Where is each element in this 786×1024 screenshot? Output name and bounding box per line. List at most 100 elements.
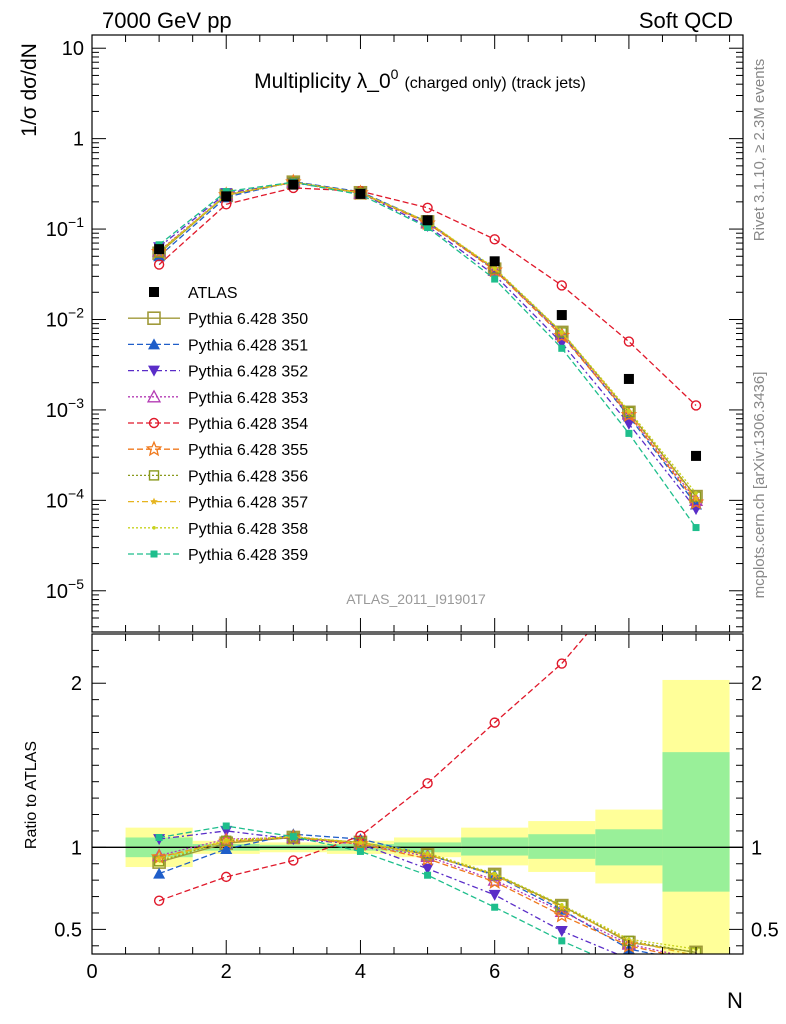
- main-ytick-label-2: 10−4: [46, 485, 84, 512]
- legend-entry-6: Pythia 6.428 355: [128, 440, 308, 459]
- legend-entry-data: ATLAS: [149, 285, 238, 302]
- series-10-point-6: [491, 275, 499, 283]
- ratio-uncertainty-bands: [92, 679, 743, 954]
- main-ytick-exponent: −1: [68, 214, 84, 230]
- ratio-ytick-label-right-2: 1: [751, 837, 762, 859]
- ratio-ytick-label-2: 1: [71, 837, 82, 859]
- ratio-6-point-9: [695, 951, 697, 954]
- legend-label-10: Pythia 6.428 359: [188, 547, 308, 564]
- series-line-5: [158, 187, 697, 406]
- legend-marker-9: [152, 526, 156, 530]
- legend-entry-2: Pythia 6.428 351: [128, 337, 308, 354]
- series-4-point-6: [487, 262, 502, 276]
- ratio-10-point-4: [356, 847, 364, 855]
- data-point-9: [691, 450, 702, 461]
- series-9-point-8: [627, 408, 631, 413]
- legend-marker-8: [150, 497, 158, 505]
- series-3-point-8: [622, 418, 635, 430]
- series-10-point-5: [424, 224, 432, 232]
- ratio-10-point-9: [693, 982, 700, 989]
- xtick-label-1: 0: [86, 961, 97, 983]
- series-5-point-6: [489, 234, 500, 245]
- legend-label-data: ATLAS: [188, 285, 238, 302]
- legend-marker-10: [150, 550, 158, 558]
- ratio-3-point-6: [488, 889, 501, 901]
- ratio-10-point-6: [491, 903, 499, 911]
- legend-entry-3: Pythia 6.428 352: [128, 364, 308, 381]
- main-ytick-base: 10: [46, 490, 68, 512]
- ratio-5-point-1: [153, 895, 165, 906]
- series-9-point-6: [492, 266, 497, 270]
- series-10-point-8: [625, 429, 633, 437]
- band-green-7: [528, 834, 596, 859]
- ratio-2-point-9: [690, 956, 702, 967]
- data-point-4: [355, 188, 366, 199]
- main-ytick-label-3: 10−3: [46, 395, 84, 422]
- legend: ATLAS Pythia 6.428 350 Pythia 6.428 351 Pyt…: [128, 285, 308, 564]
- header-right: Soft QCD: [639, 8, 733, 33]
- ratio-line-5: [158, 634, 588, 902]
- main-ytick-exponent: −3: [68, 395, 84, 411]
- ratio-1-point-9: [689, 945, 703, 954]
- legend-entry-8: Pythia 6.428 357: [128, 495, 308, 512]
- main-ytick-base: 10: [46, 219, 68, 241]
- data-point-6: [489, 256, 500, 267]
- xtick-label-2: 2: [221, 961, 232, 983]
- series-line-10: [158, 181, 697, 528]
- xtick-label-4: 6: [489, 961, 500, 983]
- main-ytick-base: 10: [46, 400, 68, 422]
- legend-entry-1: Pythia 6.428 350: [128, 311, 308, 328]
- series-5-point-9: [690, 400, 702, 411]
- legend-label-6: Pythia 6.428 355: [188, 442, 308, 459]
- ratio-10-point-2: [222, 822, 230, 830]
- ratio-9-point-6: [492, 871, 497, 876]
- header-left: 7000 GeV pp: [102, 8, 232, 33]
- series-7-point-8: [623, 406, 635, 418]
- y-axis-label: 1/σ dσ/dN: [18, 43, 41, 137]
- ratio-10-point-1: [155, 833, 163, 841]
- legend-entry-7: Pythia 6.428 356: [128, 468, 308, 485]
- xtick-label-3: 4: [355, 961, 366, 983]
- ratio-ytick-label-right-1: 0.5: [751, 919, 779, 941]
- series-5-point-8: [623, 336, 635, 347]
- ratio-5-point-3: [288, 855, 299, 866]
- legend-entry-5: Pythia 6.428 354: [128, 416, 308, 433]
- ratio-10-point-3: [289, 833, 297, 841]
- legend-marker-3: [148, 365, 160, 377]
- legend-entry-9: Pythia 6.428 358: [128, 521, 308, 538]
- series-10-point-9: [692, 524, 700, 532]
- main-ytick-label-5: 10−1: [46, 214, 84, 241]
- data-point-2: [221, 191, 232, 202]
- ratio-3-point-5: [421, 863, 434, 875]
- ratio-series-layer: [150, 580, 703, 989]
- ratio-5-point-8: [624, 580, 633, 589]
- ratio-9-point-4: [358, 840, 363, 845]
- legend-label-2: Pythia 6.428 351: [188, 337, 308, 354]
- legend-marker-6: [145, 440, 163, 457]
- analysis-watermark: ATLAS_2011_I919017: [346, 591, 486, 607]
- series-7-point-7: [556, 327, 567, 338]
- ratio-5-point-2: [221, 871, 232, 883]
- ratio-2-point-1: [153, 867, 166, 879]
- ratio-5-point-7: [556, 658, 567, 669]
- main-ytick-base: 1: [73, 129, 84, 151]
- series-4-point-8: [621, 406, 637, 420]
- x-axis-label: N: [727, 988, 743, 1013]
- ratio-ytick-label-right-3: 2: [751, 673, 762, 695]
- main-ytick-label-7: 10: [62, 38, 84, 60]
- legend-label-5: Pythia 6.428 354: [188, 416, 308, 433]
- legend-marker-2: [148, 338, 160, 350]
- ratio-ytick-label-3: 2: [71, 673, 82, 695]
- ratio-y-axis-label: Ratio to ATLAS: [23, 741, 40, 849]
- ratio-1-point-6: [487, 867, 502, 882]
- data-point-1: [154, 244, 165, 255]
- ratio-10-point-7: [558, 937, 566, 945]
- data-point-5: [422, 215, 433, 226]
- legend-marker-5: [148, 417, 160, 429]
- side-label-bottom: mcplots.cern.ch [arXiv:1306.3436]: [751, 372, 768, 599]
- ratio-5-point-6: [489, 717, 500, 728]
- legend-label-9: Pythia 6.428 358: [188, 521, 308, 538]
- ratio-frame: [91, 633, 744, 955]
